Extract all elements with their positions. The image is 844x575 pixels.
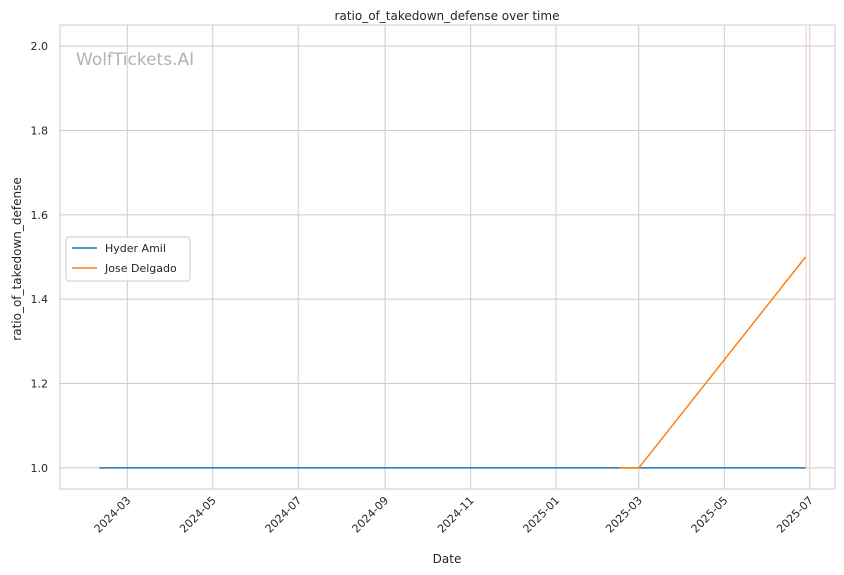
y-tick-label: 2.0 [31,40,49,53]
x-axis-ticks: 2024-03 2024-05 2024-07 2024-09 2024-11 2025-… [92,494,816,536]
x-tick-label: 2024-11 [435,494,477,536]
legend: Hyder Amil Jose Delgado [65,236,191,282]
y-tick-label: 1.8 [31,124,49,137]
y-axis-ticks: 1.0 1.2 1.4 1.6 1.8 2.0 [31,40,49,475]
x-tick-label: 2024-07 [263,494,305,536]
x-tick-label: 2024-03 [92,494,134,536]
y-tick-label: 1.4 [31,293,49,306]
x-tick-label: 2025-01 [521,494,563,536]
x-axis-label: Date [433,552,462,566]
x-tick-label: 2025-03 [603,494,645,536]
y-axis-label: ratio_of_takedown_defense [10,177,24,340]
watermark: WolfTickets.AI [76,50,194,70]
series-line-jose-delgado [619,256,807,469]
x-tick-label: 2024-05 [177,494,219,536]
chart-title: ratio_of_takedown_defense over time [335,9,560,23]
series-layer [99,256,807,469]
x-tick-label: 2025-05 [689,494,731,536]
y-tick-label: 1.0 [31,462,49,475]
x-tick-label: 2024-09 [350,494,392,536]
legend-label-jose-delgado: Jose Delgado [104,262,177,275]
y-tick-label: 1.2 [31,378,49,391]
legend-label-hyder-amil: Hyder Amil [105,242,166,255]
y-tick-label: 1.6 [31,209,49,222]
x-tick-label: 2025-07 [774,494,816,536]
